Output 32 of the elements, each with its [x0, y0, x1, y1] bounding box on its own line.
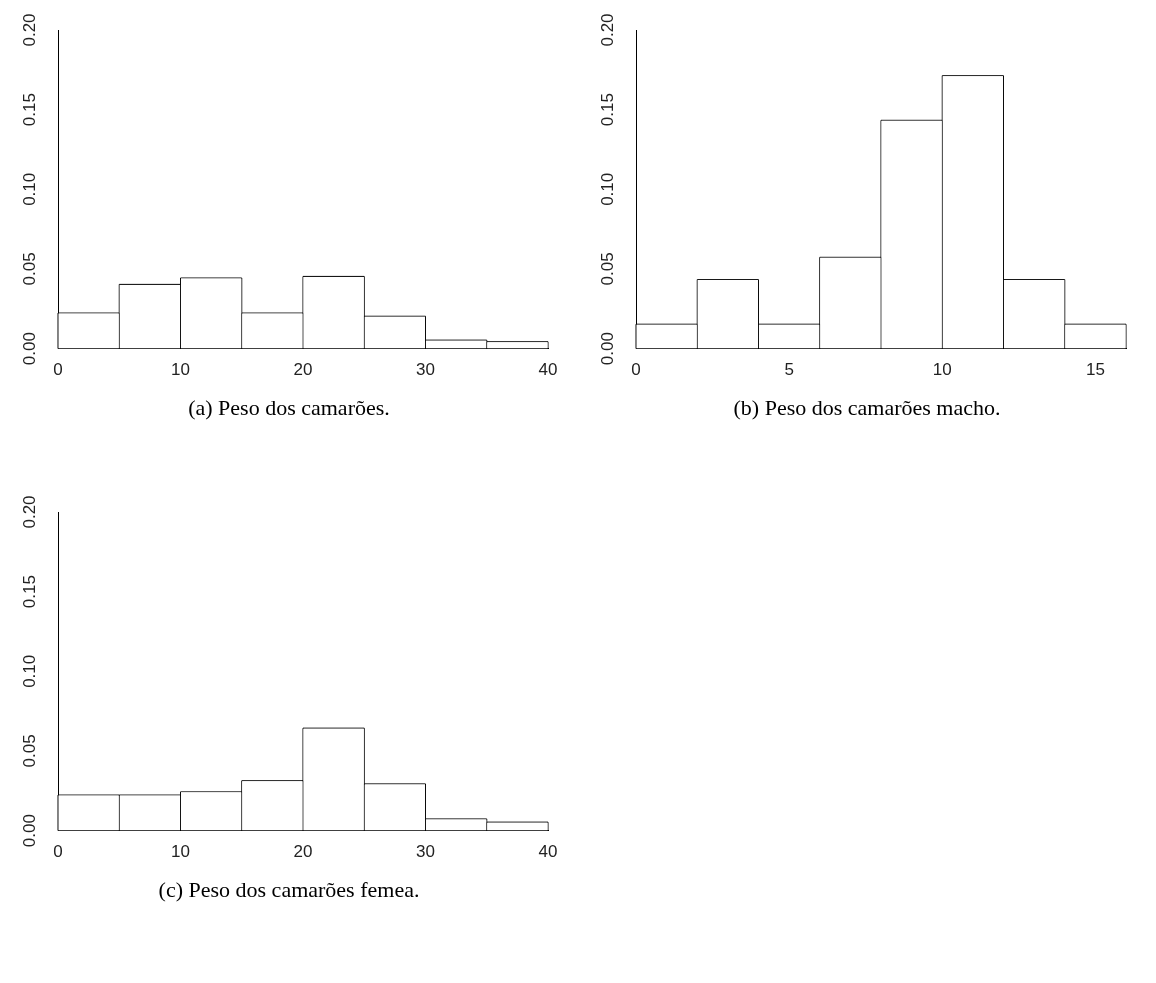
x-tick-label: 15 — [1085, 360, 1105, 380]
y-tick-label: 0.05 — [19, 252, 39, 286]
y-tick-label: 0.15 — [597, 93, 617, 127]
x-tick-label: 20 — [293, 360, 313, 380]
y-tick-label: 0.00 — [597, 332, 617, 366]
x-tick-label: 20 — [293, 842, 313, 862]
text: (c) Peso dos camarões femea. — [157, 877, 421, 903]
x-tick-label: 10 — [171, 360, 190, 380]
y-tick-label: 0.20 — [19, 13, 39, 47]
y-tick-label: 0.05 — [19, 734, 39, 768]
x-tick-label: 40 — [538, 360, 558, 380]
y-tick-label: 0.10 — [19, 172, 39, 206]
y-tick-label: 0.15 — [19, 575, 39, 609]
y-tick-label: 0.20 — [597, 13, 617, 47]
x-tick-label: 5 — [784, 360, 794, 380]
y-tick-label: 0.15 — [19, 93, 39, 127]
text: (b) Peso dos camarões macho. — [732, 395, 1002, 421]
y-tick-label: 0.10 — [597, 172, 617, 206]
x-tick-label: 30 — [416, 360, 435, 380]
x-tick-label: 0 — [53, 360, 63, 380]
y-tick-label: 0.05 — [597, 252, 617, 286]
y-tick-label: 0.10 — [19, 654, 39, 688]
x-tick-label: 10 — [171, 842, 190, 862]
x-tick-label: 30 — [416, 842, 435, 862]
y-tick-label: 0.00 — [19, 814, 39, 848]
text: (a) Peso dos camarões. — [187, 395, 391, 421]
x-tick-label: 40 — [538, 842, 558, 862]
y-tick-label: 0.20 — [19, 495, 39, 529]
x-tick-label: 10 — [932, 360, 952, 380]
y-tick-label: 0.00 — [19, 332, 39, 366]
x-tick-label: 0 — [631, 360, 641, 380]
x-tick-label: 0 — [53, 842, 63, 862]
